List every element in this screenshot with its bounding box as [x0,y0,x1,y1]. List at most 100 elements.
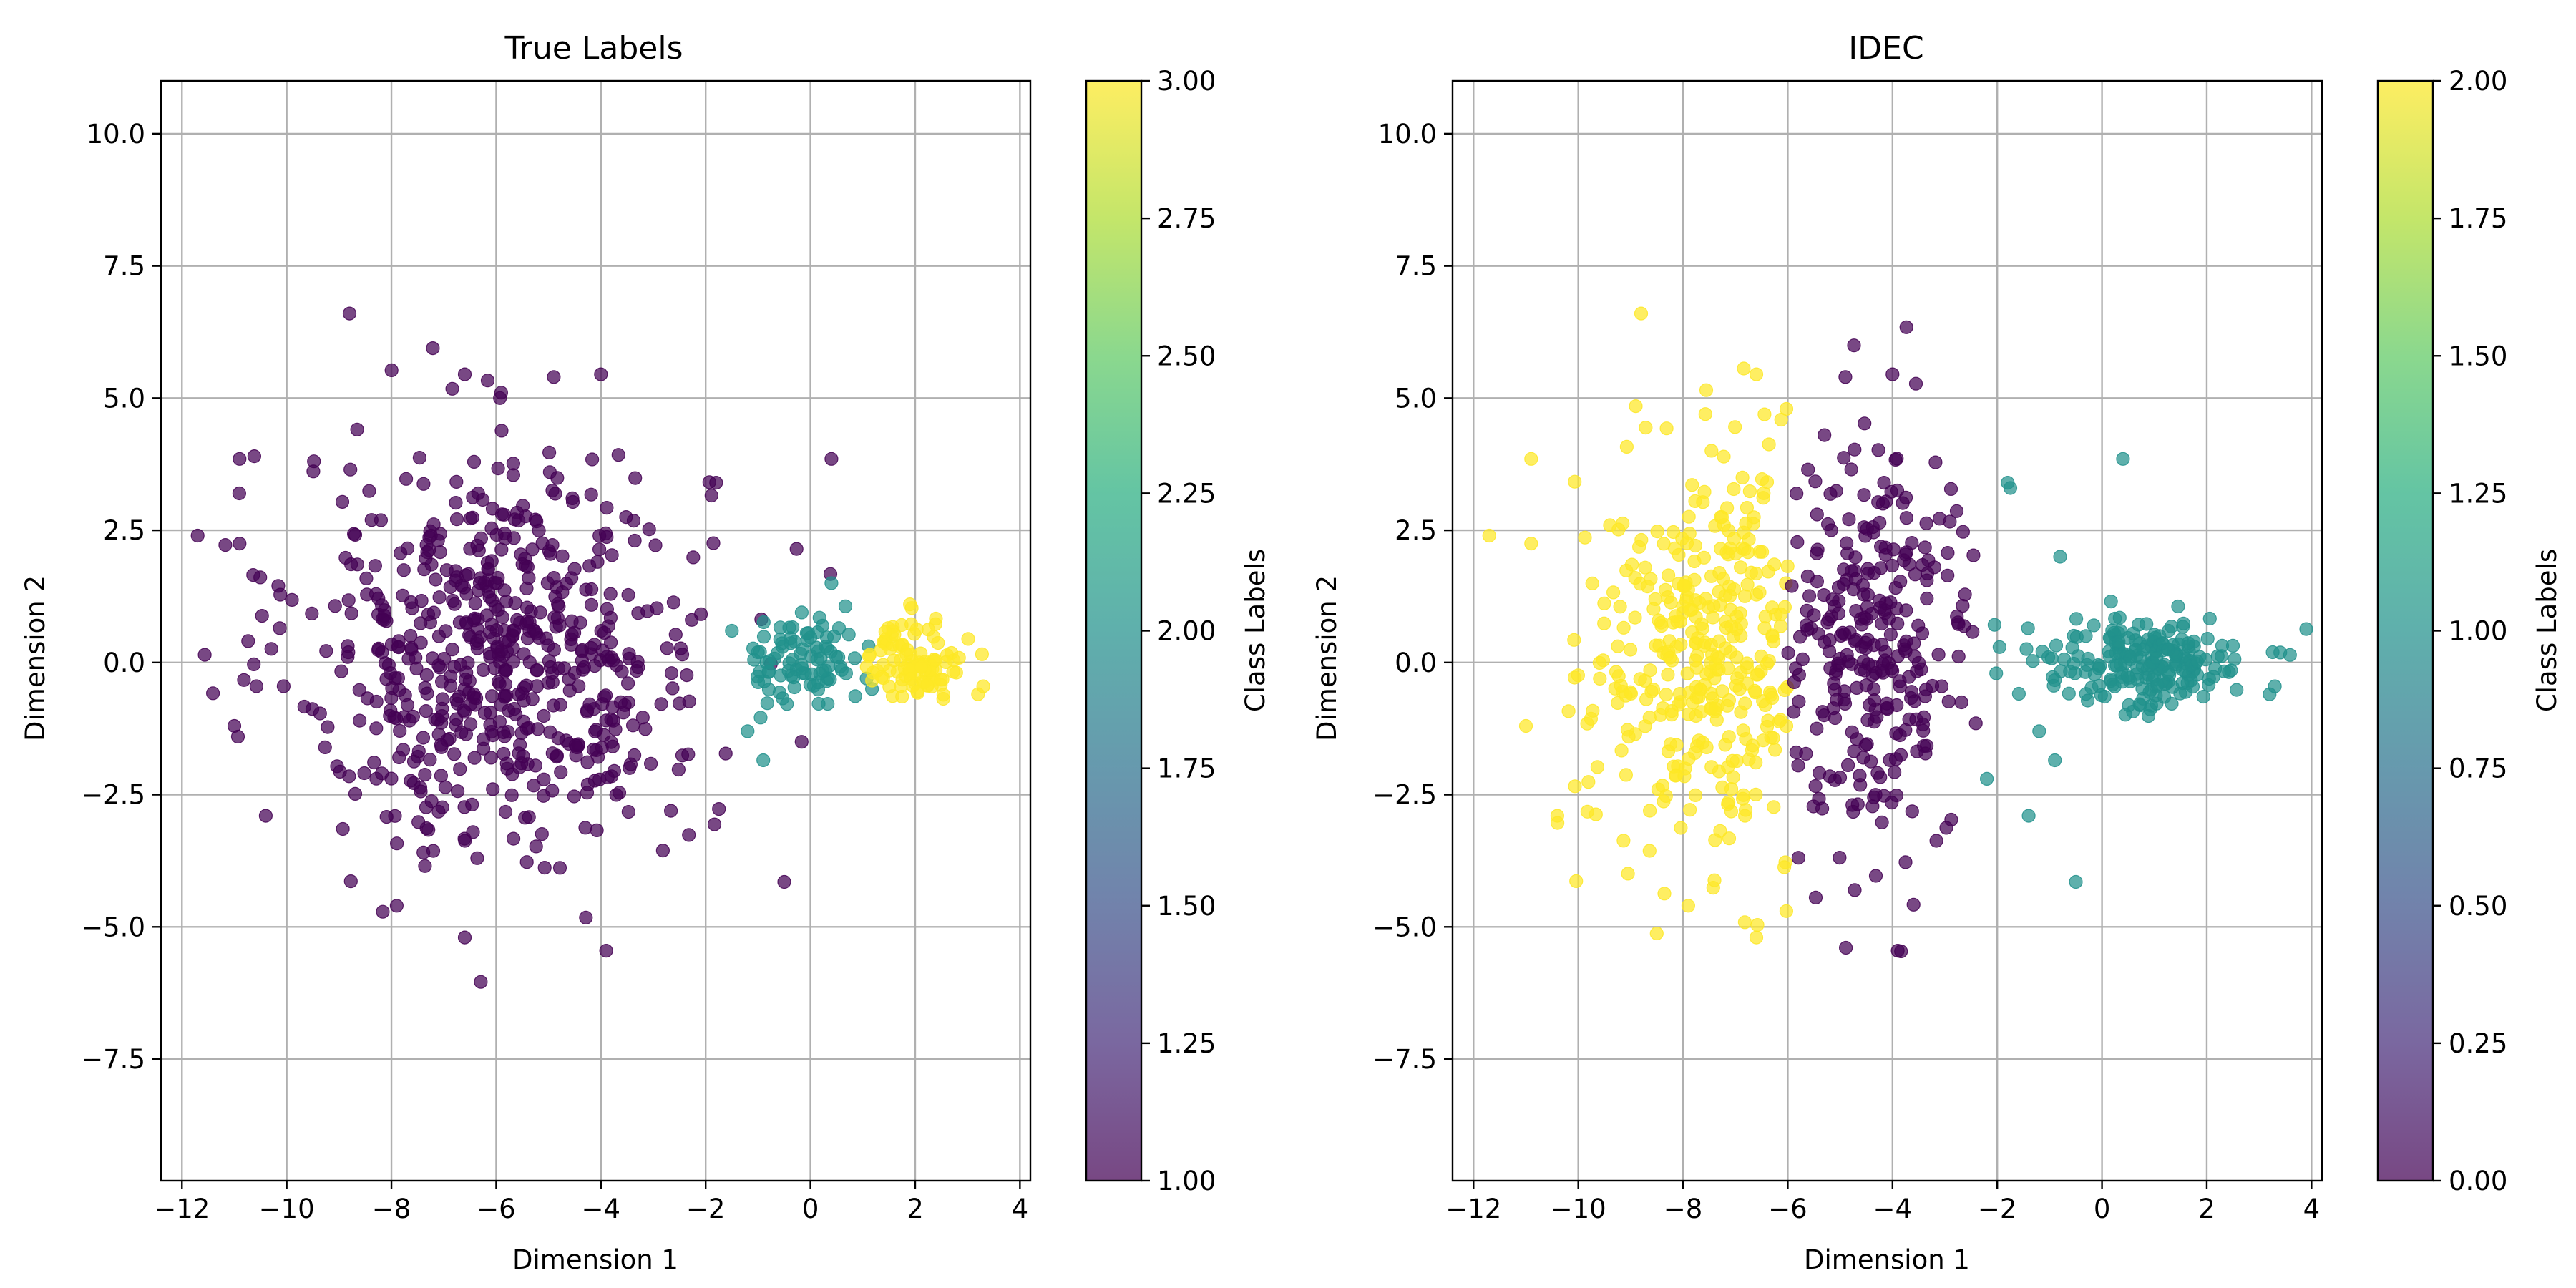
scatter-point [426,517,441,532]
scatter-point [344,557,358,572]
scatter-point [2175,675,2190,691]
scatter-point [1824,523,1838,537]
scatter-point [813,666,827,680]
scatter-point [1943,482,1958,497]
scatter-point [794,605,809,620]
scatter-point [1780,559,1795,573]
scatter-point [820,641,834,655]
scatter-point [1951,649,1966,664]
scatter-point [467,454,482,469]
scatter-point [874,670,889,684]
scatter-point [424,794,439,809]
scatter-point [1941,568,1955,582]
scatter-point [494,386,509,400]
scatter-point [1871,443,1885,457]
scatter-point [2046,670,2060,684]
scatter-point [914,660,929,674]
scatter-point [1908,376,1923,391]
scatter-point [1834,628,1848,643]
scatter-point [453,762,467,776]
scatter-point [350,422,364,436]
scatter-point [605,548,619,562]
scatter-point [565,494,580,509]
scatter-point [961,632,975,646]
scatter-point [1860,600,1874,615]
scatter-point [1578,530,1592,545]
scatter-point [1654,618,1669,633]
scatter-point [1888,765,1902,779]
scatter-point [587,702,601,716]
scatter-point [2132,697,2147,711]
scatter-point [393,723,407,738]
scatter-point [1893,679,1907,693]
scatter-point [567,562,582,576]
scatter-point [389,836,404,851]
scatter-point [1699,383,1714,397]
scatter-point [859,660,874,674]
colorbar-tick-label: 1.00 [1157,1166,1216,1196]
scatter-point [1918,746,1933,761]
scatter-point [1868,869,1883,883]
scatter-point [2202,611,2217,626]
scatter-point [1818,635,1832,650]
scatter-point [668,628,683,642]
scatter-point [1649,926,1664,941]
scatter-point [1682,751,1696,766]
scatter-point [233,536,247,551]
scatter-point [1837,577,1851,592]
scatter-point [436,692,450,706]
x-tick-label: −4 [582,1194,621,1224]
scatter-point [416,845,431,860]
scatter-point [598,688,613,703]
scatter-point [1644,684,1659,699]
scatter-point [1648,592,1662,607]
scatter-point [232,486,246,501]
scatter-point [489,527,504,542]
scatter-point [1524,536,1538,551]
scatter-point [642,522,656,537]
scatter-point [1875,638,1889,652]
scatter-point [343,462,358,477]
colorbar-tick-label: 1.00 [2449,616,2507,647]
scatter-point [1777,600,1792,615]
scatter-point [537,708,551,723]
scatter-point [706,536,721,550]
scatter-point [847,651,862,665]
scatter-point [1808,890,1823,905]
scatter-point [675,648,690,662]
y-tick-label: 5.0 [103,383,145,414]
scatter-point [197,648,212,662]
scatter-point [1708,833,1722,847]
scatter-point [1830,693,1844,707]
scatter-point [1667,525,1681,540]
scatter-point [520,560,535,574]
scatter-point [502,633,517,648]
scatter-point [525,542,540,557]
scatter-point [1968,716,1983,731]
scatter-point [1683,602,1697,618]
scatter-point [1659,688,1673,702]
scatter-point [541,638,555,653]
scatter-point [1737,361,1751,376]
scatter-point [1808,779,1823,794]
scatter-point [1707,873,1722,887]
scatter-point [547,570,561,585]
colorbar-gradient [2378,81,2433,1181]
scatter-point [1727,482,1741,497]
scatter-point [528,758,543,773]
scatter-point [1810,721,1824,736]
scatter-point [1841,758,1855,773]
scatter-point [405,601,419,615]
scatter-point [2161,665,2175,680]
scatter-point [482,625,497,640]
scatter-point [445,643,459,657]
scatter-point [600,530,614,545]
scatter-point [1842,512,1856,527]
scatter-point [1664,703,1679,718]
scatter-point [1697,484,1712,499]
scatter-point [584,582,599,597]
scatter-point [796,642,810,656]
scatter-point [623,757,638,771]
scatter-point [494,542,509,557]
scatter-point [1643,804,1657,818]
